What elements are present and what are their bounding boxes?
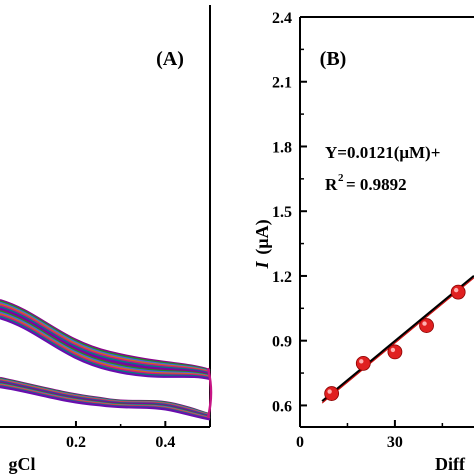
data-point-highlight bbox=[453, 287, 459, 293]
panel-b-x-tick-label: 30 bbox=[387, 434, 403, 451]
data-point-highlight bbox=[390, 347, 396, 353]
data-point-highlight bbox=[359, 359, 364, 364]
panel-a-label: (A) bbox=[156, 48, 184, 70]
data-point bbox=[355, 355, 371, 371]
panel-b-y-tick-label: 0.6 bbox=[272, 398, 292, 415]
panel-b-label: (B) bbox=[320, 48, 347, 70]
panel-b-y-tick-label: 1.5 bbox=[272, 204, 292, 221]
data-point-highlight bbox=[327, 389, 332, 394]
fit-line bbox=[321, 274, 474, 403]
panel-b-y-tick-label: 1.8 bbox=[272, 139, 292, 156]
r2-superscript: 2 bbox=[338, 172, 344, 184]
panel-a-x-tick-label: 0.4 bbox=[155, 434, 175, 451]
panel-a-x-tick-label: 0.2 bbox=[66, 434, 86, 451]
panel-a: 0.2 0.4 (A) gCl bbox=[0, 5, 213, 474]
equation-text: Y=0.0121(μM)+ bbox=[325, 143, 440, 162]
cv-trace-reverse bbox=[0, 386, 211, 421]
panel-b-y-tick-label: 2.4 bbox=[272, 10, 292, 27]
panel-b-y-tick-label: 0.9 bbox=[272, 334, 292, 351]
y-axis-label-italic: I bbox=[252, 261, 272, 270]
r2-label: R bbox=[325, 175, 338, 194]
fit-line-shadow bbox=[321, 277, 474, 404]
r-squared-annotation: R 2 = 0.9892 bbox=[325, 172, 407, 194]
panel-b-y-tick-label: 1.2 bbox=[272, 269, 292, 286]
y-axis-label-unit: (μA) bbox=[252, 219, 273, 254]
panel-b-ticks: 2.4 2.1 1.8 1.5 1.2 0.9 0.6 0 30 bbox=[272, 10, 444, 451]
panel-a-x-axis-label: gCl bbox=[9, 454, 36, 474]
panel-b: 2.4 2.1 1.8 1.5 1.2 0.9 0.6 0 30 (B) Y=0.0121(μM… bbox=[252, 10, 474, 474]
panel-b-x-tick-label: 0 bbox=[296, 434, 304, 451]
data-point bbox=[450, 284, 466, 300]
panel-b-y-axis-label: I (μA) bbox=[252, 219, 273, 269]
data-point bbox=[387, 344, 403, 360]
r2-value: = 0.9892 bbox=[346, 175, 407, 194]
panel-b-y-tick-label: 2.1 bbox=[272, 75, 292, 92]
cv-trace-forward bbox=[0, 317, 211, 381]
panel-b-fit bbox=[321, 274, 474, 404]
panel-b-x-axis-label: Diff bbox=[435, 454, 466, 474]
panel-a-ticks: 0.2 0.4 bbox=[66, 421, 175, 451]
data-point bbox=[324, 386, 340, 401]
panel-b-points bbox=[324, 284, 466, 401]
cv-trace-turn bbox=[206, 367, 213, 419]
data-point bbox=[419, 318, 434, 333]
data-point-highlight bbox=[422, 321, 427, 326]
panel-a-traces bbox=[0, 298, 213, 421]
